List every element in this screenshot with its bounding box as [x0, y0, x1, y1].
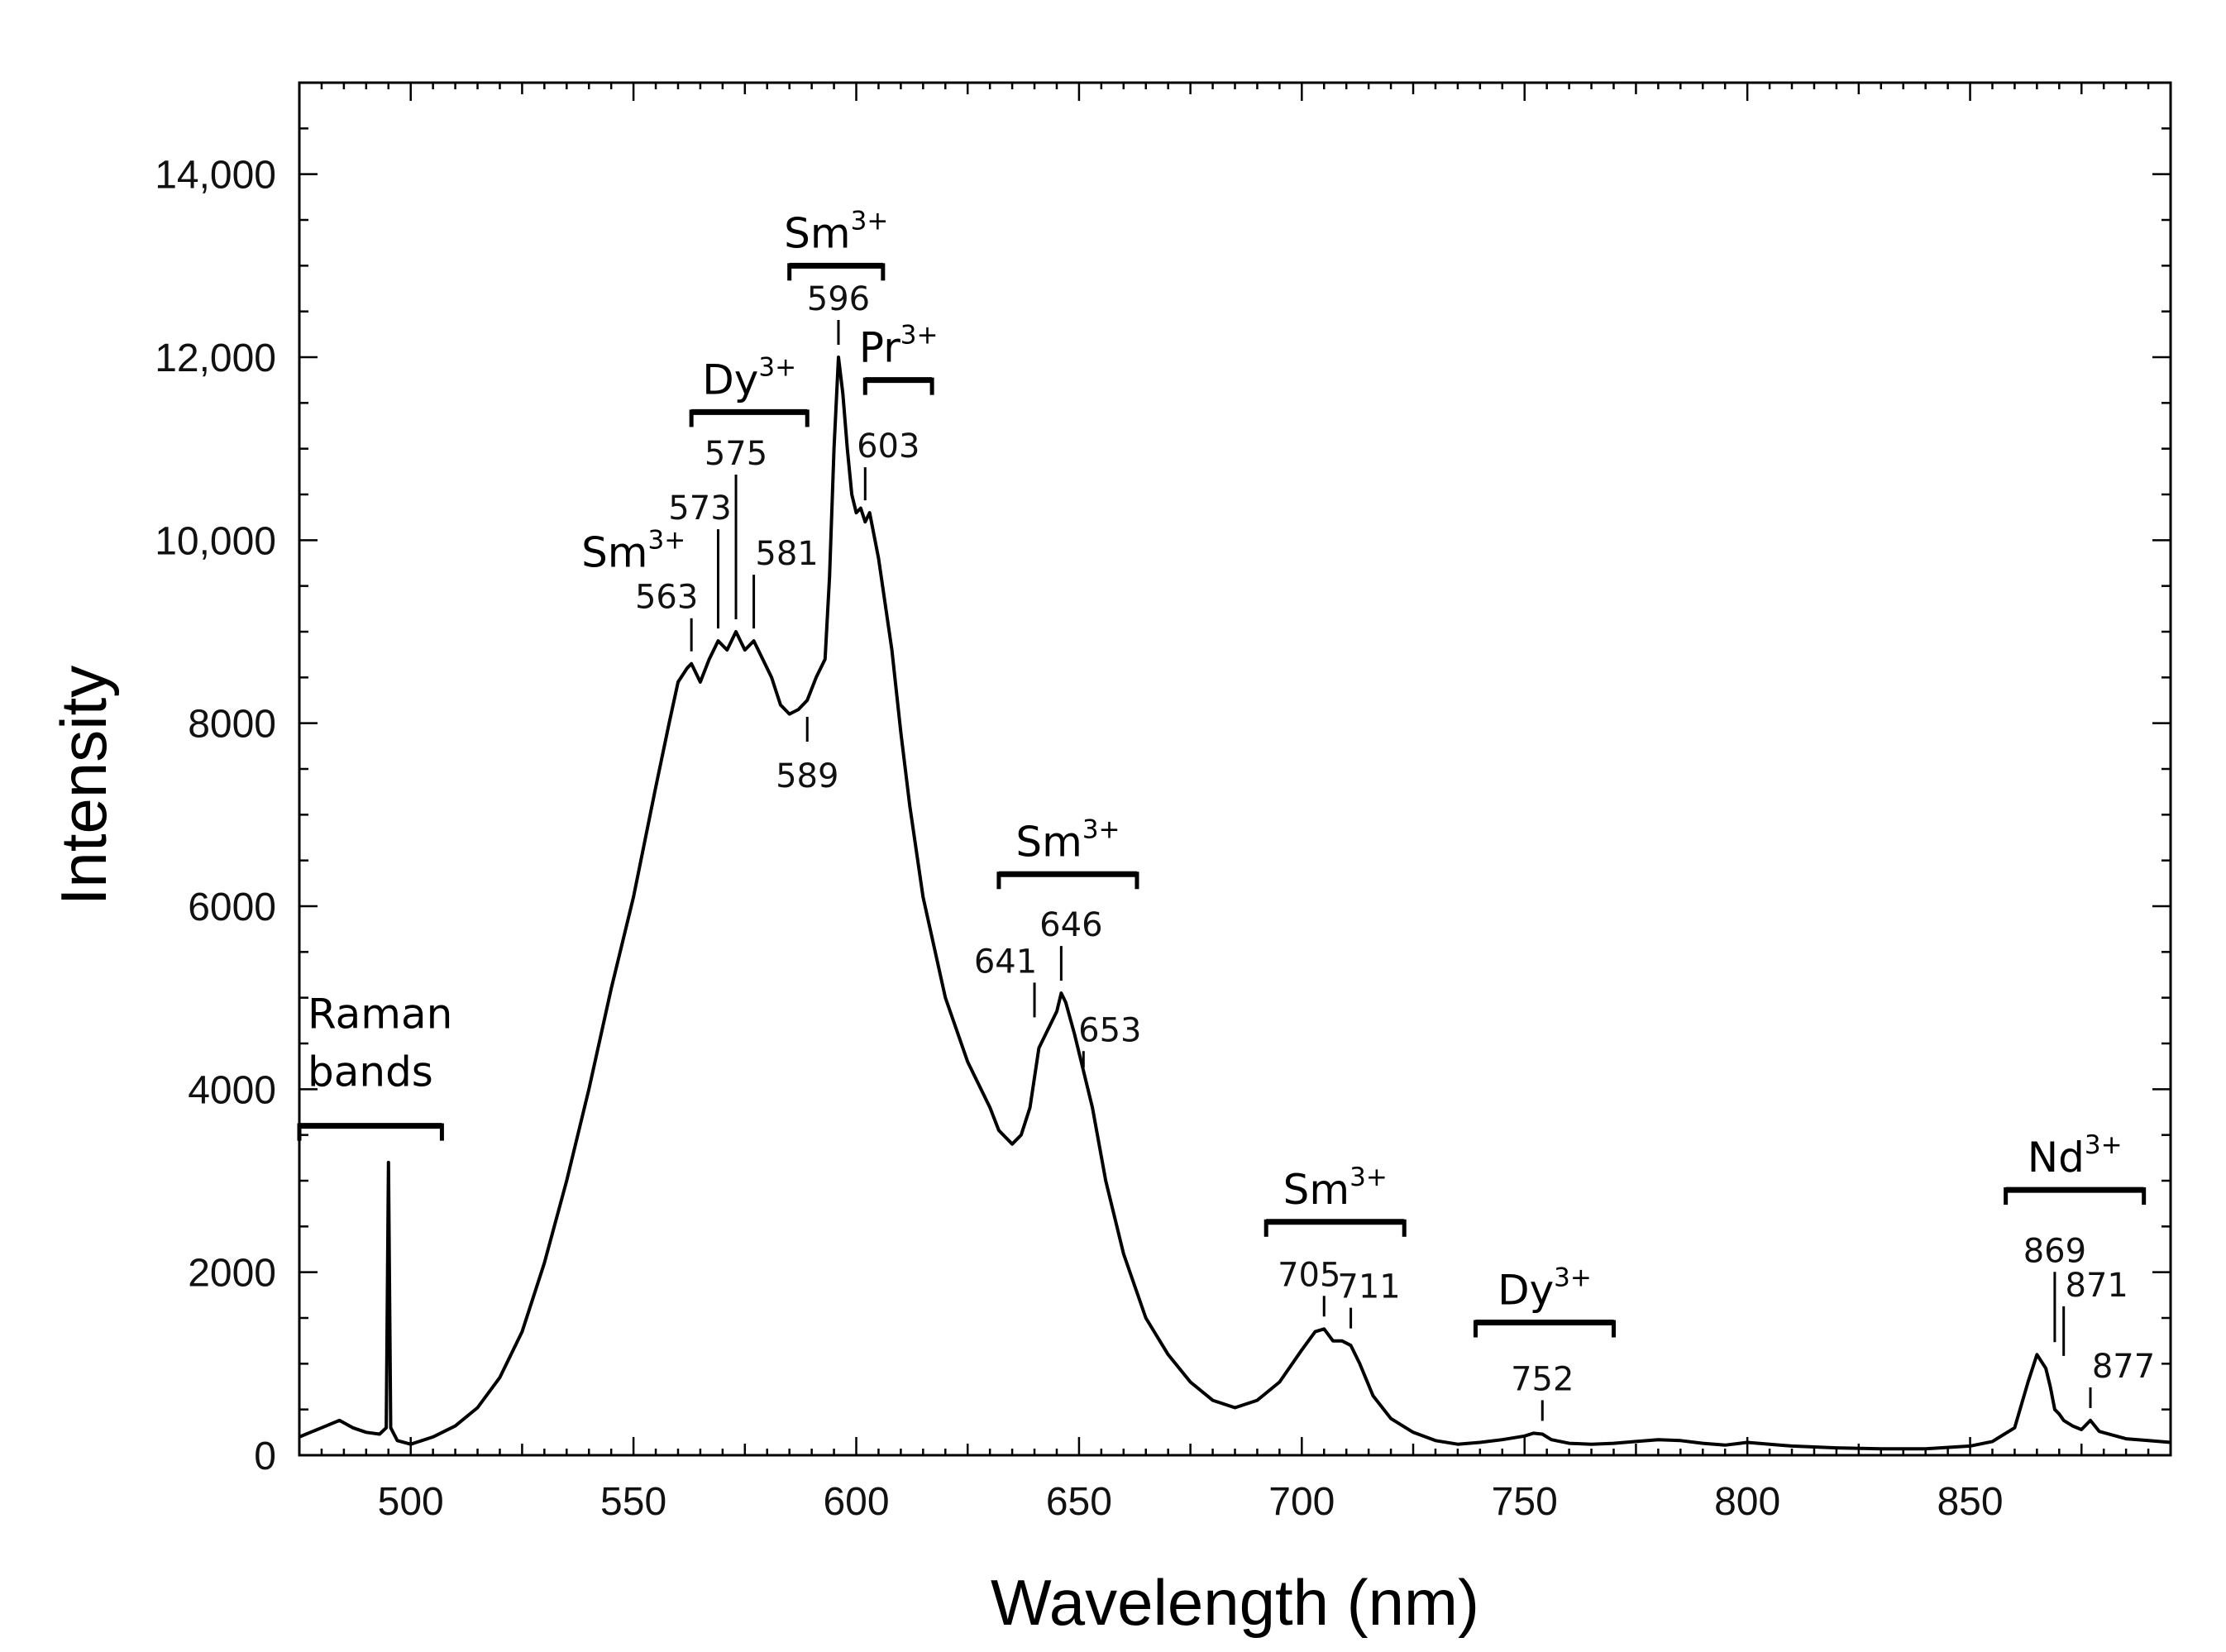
- x-tick-label: 650: [1046, 1480, 1112, 1524]
- peak-label: 581: [755, 535, 818, 573]
- group-label: Pr3+: [859, 321, 939, 372]
- peak-label: 752: [1511, 1360, 1574, 1398]
- group-bracket: Raman bands: [297, 991, 452, 1141]
- group-label: Nd3+: [2028, 1130, 2123, 1182]
- group-label: Raman: [308, 991, 452, 1038]
- y-tick-label: 0: [254, 1435, 276, 1478]
- group-label: Dy3+: [702, 352, 796, 403]
- inline-group-label: Sm3+: [581, 526, 685, 577]
- series-layer: [299, 356, 2171, 1451]
- peak-label: 563: [635, 579, 698, 617]
- peak-label: 573: [668, 489, 731, 528]
- x-tick-label: 750: [1492, 1480, 1558, 1524]
- y-tick-label: 4000: [188, 1068, 276, 1112]
- plot-frame: [298, 81, 2172, 1457]
- peak-label: 711: [1337, 1268, 1400, 1306]
- group-label: Dy3+: [1498, 1263, 1592, 1315]
- group-bracket: Dy3+: [1473, 1263, 1616, 1338]
- x-tick-label: 500: [378, 1480, 444, 1524]
- x-axis-title: Wavelength (nm): [991, 1566, 1479, 1639]
- group-bracket: Dy3+: [689, 352, 810, 427]
- group-bracket: Pr3+: [859, 321, 939, 395]
- y-axis-title: Intensity: [47, 666, 120, 905]
- peak-label: 705: [1278, 1256, 1340, 1294]
- peak-label: 871: [2066, 1267, 2128, 1305]
- x-tick-label: 550: [600, 1480, 666, 1524]
- group-bracket: Sm3+: [1263, 1163, 1407, 1237]
- y-tick-label: 10,000: [155, 519, 276, 563]
- group-bracket: Sm3+: [996, 814, 1139, 890]
- y-tick-label: 6000: [188, 886, 276, 929]
- group-label: Sm3+: [1015, 814, 1120, 866]
- group-bracket: Nd3+: [2004, 1130, 2147, 1206]
- peak-label: 603: [857, 427, 920, 466]
- peak-label: 869: [2023, 1232, 2086, 1270]
- x-tick-label: 600: [823, 1480, 889, 1524]
- peak-label: 589: [776, 757, 838, 795]
- x-tick-label: 700: [1268, 1480, 1335, 1524]
- peak-label: 646: [1039, 906, 1102, 944]
- group-label-line2: bands: [308, 1048, 433, 1096]
- axis-ticks: 500 550 600 650 700 750 800 850 0 2000 4000 6000 800…: [155, 81, 2172, 1524]
- peak-label: 877: [2092, 1348, 2155, 1386]
- spectrum-series-line: [299, 356, 2171, 1451]
- x-tick-label: 800: [1714, 1480, 1780, 1524]
- group-label: Sm3+: [1283, 1163, 1388, 1214]
- y-tick-label: 2000: [188, 1252, 276, 1296]
- group-bracket: Sm3+: [784, 206, 888, 281]
- y-tick-label: 12,000: [155, 337, 276, 380]
- peak-label: 653: [1078, 1011, 1141, 1049]
- peak-label: 641: [974, 943, 1037, 981]
- group-label: Sm3+: [784, 206, 888, 257]
- peak-label: 596: [807, 280, 870, 318]
- x-tick-label: 850: [1937, 1480, 2003, 1524]
- y-tick-label: 14,000: [155, 154, 276, 198]
- y-tick-label: 8000: [188, 703, 276, 747]
- peak-label: 575: [705, 435, 767, 473]
